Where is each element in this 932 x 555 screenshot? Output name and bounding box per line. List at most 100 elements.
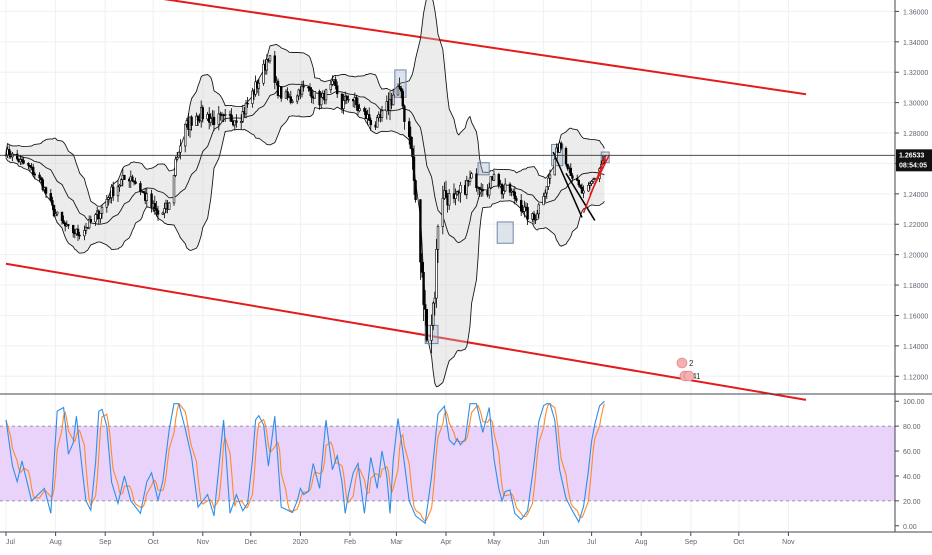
wedge-red-line[interactable] bbox=[589, 154, 610, 195]
candle-body[interactable] bbox=[273, 55, 276, 83]
candle-body[interactable] bbox=[577, 180, 581, 186]
candle-body[interactable] bbox=[526, 207, 529, 220]
highlight-box[interactable] bbox=[496, 221, 514, 244]
candle-body[interactable] bbox=[76, 228, 80, 236]
candle-body[interactable] bbox=[308, 87, 312, 91]
candle-body[interactable] bbox=[431, 302, 435, 326]
candle-body[interactable] bbox=[497, 174, 500, 187]
candle-body[interactable] bbox=[548, 174, 552, 179]
candle-body[interactable] bbox=[519, 200, 523, 212]
candle-body[interactable] bbox=[515, 198, 518, 201]
candle-body[interactable] bbox=[454, 193, 457, 199]
candle-body[interactable] bbox=[156, 210, 160, 215]
candle-body[interactable] bbox=[411, 148, 414, 158]
event-badge-icon[interactable] bbox=[683, 370, 695, 382]
stochastic-k-line[interactable] bbox=[5, 400, 605, 525]
candle-body[interactable] bbox=[391, 94, 395, 106]
candle-body[interactable] bbox=[150, 193, 153, 208]
candle-body[interactable] bbox=[380, 110, 384, 118]
candle-body[interactable] bbox=[67, 224, 70, 226]
candle-body[interactable] bbox=[195, 115, 198, 126]
candle-body[interactable] bbox=[566, 163, 569, 169]
candle-body[interactable] bbox=[120, 179, 123, 186]
candle-body[interactable] bbox=[176, 156, 179, 160]
candle-body[interactable] bbox=[444, 190, 448, 198]
candle-body[interactable] bbox=[184, 123, 187, 147]
candle-body[interactable] bbox=[100, 206, 104, 214]
candle-body[interactable] bbox=[112, 186, 115, 197]
channel-lower-line[interactable] bbox=[5, 262, 807, 401]
candle-body[interactable] bbox=[22, 160, 25, 164]
candle-body[interactable] bbox=[345, 95, 348, 100]
candle-body[interactable] bbox=[414, 180, 417, 201]
candle-body[interactable] bbox=[459, 184, 462, 194]
candle-body[interactable] bbox=[542, 196, 545, 206]
candle-body[interactable] bbox=[224, 114, 227, 116]
candle-body[interactable] bbox=[313, 91, 316, 99]
candle-body[interactable] bbox=[174, 158, 177, 176]
candle-body[interactable] bbox=[27, 162, 30, 166]
candle-body[interactable] bbox=[44, 187, 48, 194]
candle-body[interactable] bbox=[447, 193, 451, 206]
candle-body[interactable] bbox=[433, 297, 436, 304]
candle-body[interactable] bbox=[99, 213, 102, 220]
candle-body[interactable] bbox=[123, 174, 126, 180]
candle-body[interactable] bbox=[89, 219, 93, 223]
candle-body[interactable] bbox=[503, 183, 507, 192]
candle-body[interactable] bbox=[209, 118, 212, 123]
candle-body[interactable] bbox=[441, 197, 444, 227]
candle-body[interactable] bbox=[145, 193, 148, 201]
candle-body[interactable] bbox=[559, 142, 563, 149]
candle-body[interactable] bbox=[500, 184, 504, 195]
highlight-box[interactable] bbox=[477, 162, 490, 176]
candle-body[interactable] bbox=[399, 88, 403, 92]
candle-body[interactable] bbox=[436, 226, 440, 250]
candle-body[interactable] bbox=[179, 145, 182, 153]
candle-body[interactable] bbox=[83, 230, 86, 237]
candle-body[interactable] bbox=[588, 183, 592, 186]
candle-body[interactable] bbox=[172, 175, 176, 204]
candle-body[interactable] bbox=[291, 100, 294, 103]
candle-body[interactable] bbox=[534, 219, 537, 221]
candle-body[interactable] bbox=[347, 98, 350, 101]
candle-body[interactable] bbox=[201, 107, 204, 120]
candle-body[interactable] bbox=[116, 186, 120, 197]
channel-upper-line[interactable] bbox=[6, 0, 807, 96]
candle-body[interactable] bbox=[84, 227, 88, 231]
candle-body[interactable] bbox=[537, 204, 541, 215]
candle-body[interactable] bbox=[422, 272, 425, 305]
candle-body[interactable] bbox=[587, 185, 590, 192]
candle-body[interactable] bbox=[49, 193, 53, 201]
candle-body[interactable] bbox=[334, 79, 337, 87]
candle-body[interactable] bbox=[78, 234, 81, 237]
candle-body[interactable] bbox=[564, 148, 568, 165]
candle-body[interactable] bbox=[302, 85, 305, 88]
candle-body[interactable] bbox=[163, 208, 166, 214]
candle-body[interactable] bbox=[33, 173, 37, 176]
candle-body[interactable] bbox=[62, 220, 65, 224]
candle-body[interactable] bbox=[300, 85, 304, 95]
candle-body[interactable] bbox=[28, 165, 32, 168]
candle-body[interactable] bbox=[475, 173, 478, 189]
candle-body[interactable] bbox=[108, 197, 112, 199]
candle-body[interactable] bbox=[579, 184, 582, 188]
event-badge-icon[interactable] bbox=[676, 357, 688, 369]
bollinger-lower-line[interactable] bbox=[5, 106, 605, 388]
wedge-black-line[interactable] bbox=[552, 151, 583, 218]
candle-body[interactable] bbox=[268, 55, 272, 62]
candle-body[interactable] bbox=[375, 117, 379, 128]
candle-body[interactable] bbox=[369, 119, 372, 126]
bollinger-upper-line[interactable] bbox=[5, 0, 605, 207]
candle-body[interactable] bbox=[118, 185, 121, 188]
candle-body[interactable] bbox=[319, 97, 323, 106]
candle-body[interactable] bbox=[161, 212, 164, 215]
wedge-black-line[interactable] bbox=[565, 172, 596, 221]
candle-body[interactable] bbox=[532, 213, 536, 220]
candle-body[interactable] bbox=[543, 192, 547, 197]
candle-body[interactable] bbox=[487, 187, 491, 196]
highlight-box[interactable] bbox=[394, 69, 407, 98]
candle-body[interactable] bbox=[545, 186, 549, 194]
candle-body[interactable] bbox=[468, 177, 472, 182]
candle-body[interactable] bbox=[523, 206, 526, 212]
